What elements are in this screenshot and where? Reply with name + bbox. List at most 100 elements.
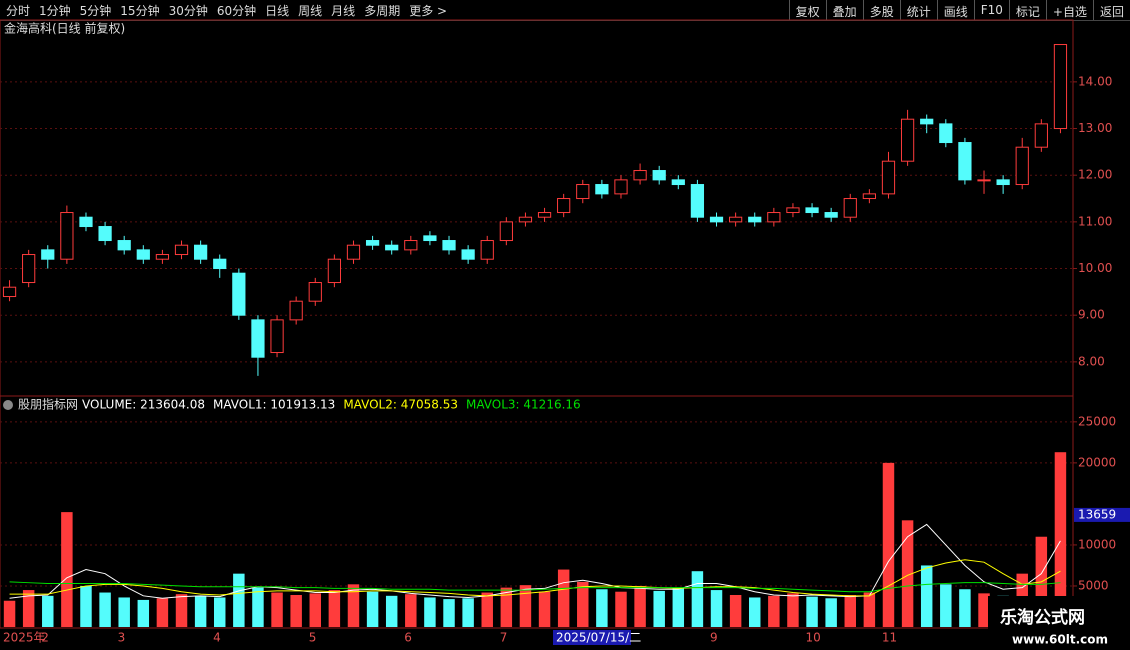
candle-body (958, 142, 972, 181)
volume-bar (806, 596, 818, 627)
volume-bar (863, 592, 876, 627)
candle-body (79, 216, 93, 228)
toolbar-button[interactable]: 30分钟 (168, 3, 208, 18)
volume-bar (214, 597, 226, 627)
watermark-bg (988, 596, 1130, 650)
volume-bar (462, 598, 474, 627)
y-tick-label: 8.00 (1078, 354, 1105, 368)
ma-line (9, 581, 1061, 593)
volume-bar (940, 584, 952, 627)
y-tick-label: 14.00 (1078, 74, 1112, 88)
candle-body (423, 235, 437, 242)
candle-body (690, 184, 705, 218)
toolbar-button[interactable]: 日线 (265, 3, 290, 18)
toolbar-button[interactable]: +自选 (1045, 0, 1093, 20)
volume-bar (920, 565, 933, 627)
candle-body (308, 282, 322, 302)
volume-bar (749, 597, 761, 627)
toolbar-button[interactable]: 5分钟 (79, 3, 112, 18)
volume-bar (347, 584, 360, 627)
toolbar-button[interactable]: 标记 (1008, 0, 1046, 20)
cursor-value: 13659 (1078, 507, 1116, 521)
candle-body (805, 207, 819, 214)
candle-body (1053, 44, 1068, 130)
x-tick-label: 10 (806, 631, 821, 645)
candle-body (595, 184, 609, 195)
watermark-url: www.60lt.com (1012, 633, 1108, 647)
volume-bar (156, 598, 169, 627)
y-tick-label: 11.00 (1078, 214, 1112, 228)
toolbar-button[interactable]: 更多 > (409, 3, 448, 18)
volume-bar (519, 585, 532, 627)
volume-bar (768, 595, 780, 627)
y-tick-label: 9.00 (1078, 308, 1105, 322)
toolbar-button[interactable]: 画线 (936, 0, 974, 20)
candle-body (671, 179, 685, 186)
volume-bar (61, 512, 73, 627)
volume-bar (22, 590, 35, 627)
toolbar-button[interactable]: F10 (973, 0, 1009, 20)
y-tick-label: 25000 (1078, 414, 1116, 428)
volume-bar (691, 571, 704, 627)
candle-body (881, 160, 896, 195)
toolbar-button[interactable]: 返回 (1092, 0, 1130, 20)
volume-bar (271, 592, 283, 627)
toolbar-button[interactable]: 60分钟 (216, 3, 257, 18)
candle-body (996, 179, 1010, 186)
candle-body (60, 212, 74, 260)
volume-bar (901, 520, 914, 627)
volume-bar (42, 595, 54, 627)
x-tick-label: 7 (500, 631, 508, 645)
toolbar-button[interactable]: 统计 (899, 0, 937, 20)
chart-title: 金海高科(日线 前复权) (4, 21, 125, 36)
readout: MAVOL1: 101913.13 (213, 398, 335, 412)
candle-body (155, 254, 170, 260)
toolbar-button[interactable]: 15分钟 (120, 3, 160, 18)
candle-body (862, 193, 876, 200)
candle-body (461, 249, 475, 260)
candle-body (1015, 146, 1029, 186)
volume-bar (825, 598, 837, 627)
indicator-title: 股朋指标网 (18, 397, 78, 412)
toolbar-button[interactable]: 多股 (862, 0, 900, 20)
y-tick-label: 10000 (1078, 537, 1116, 551)
candle-body (98, 226, 112, 242)
ma-line (9, 559, 1061, 597)
candle-body (767, 212, 781, 223)
toolbar-button[interactable]: 多周期 (364, 3, 401, 18)
x-tick-label: 11 (882, 631, 897, 645)
candle-body (557, 198, 571, 214)
volume-bar (424, 597, 436, 627)
candle-body (404, 240, 418, 251)
readout: MAVOL2: 47058.53 (343, 398, 458, 412)
menu-icon[interactable] (3, 400, 13, 410)
price-frame (0, 19, 1074, 397)
volume-bar (385, 595, 398, 627)
toolbar-button[interactable]: 周线 (298, 3, 323, 18)
candle-body (117, 240, 131, 251)
volume-bar (118, 597, 130, 627)
x-tick-label: 4 (213, 631, 221, 645)
candle-body (385, 244, 399, 251)
toolbar-button[interactable]: 1分钟 (39, 3, 71, 18)
period-bar: 分时 1分钟 5分钟 15分钟 30分钟 60分钟 日线 周线 月线 多周期 更多 > (0, 0, 447, 20)
watermark-name: 乐淘公式网 (1000, 607, 1085, 628)
candle-body (270, 319, 284, 354)
volume-bar (577, 581, 589, 627)
cursor-value-box (1074, 507, 1130, 522)
volume-bar (634, 585, 646, 627)
candle-body (537, 212, 552, 218)
toolbar-button[interactable]: 复权 (788, 0, 826, 20)
volume-bar (787, 593, 799, 627)
toolbar-button[interactable]: 月线 (331, 3, 356, 18)
candle-body (748, 216, 762, 223)
candle-body (1034, 123, 1048, 148)
y-tick-label: 12.00 (1078, 168, 1112, 182)
toolbar-button[interactable]: 叠加 (825, 0, 863, 20)
candle-body (213, 258, 227, 270)
candle-body (194, 244, 208, 260)
candle-body (977, 179, 991, 182)
toolbar-button[interactable]: 分时 (6, 3, 31, 18)
